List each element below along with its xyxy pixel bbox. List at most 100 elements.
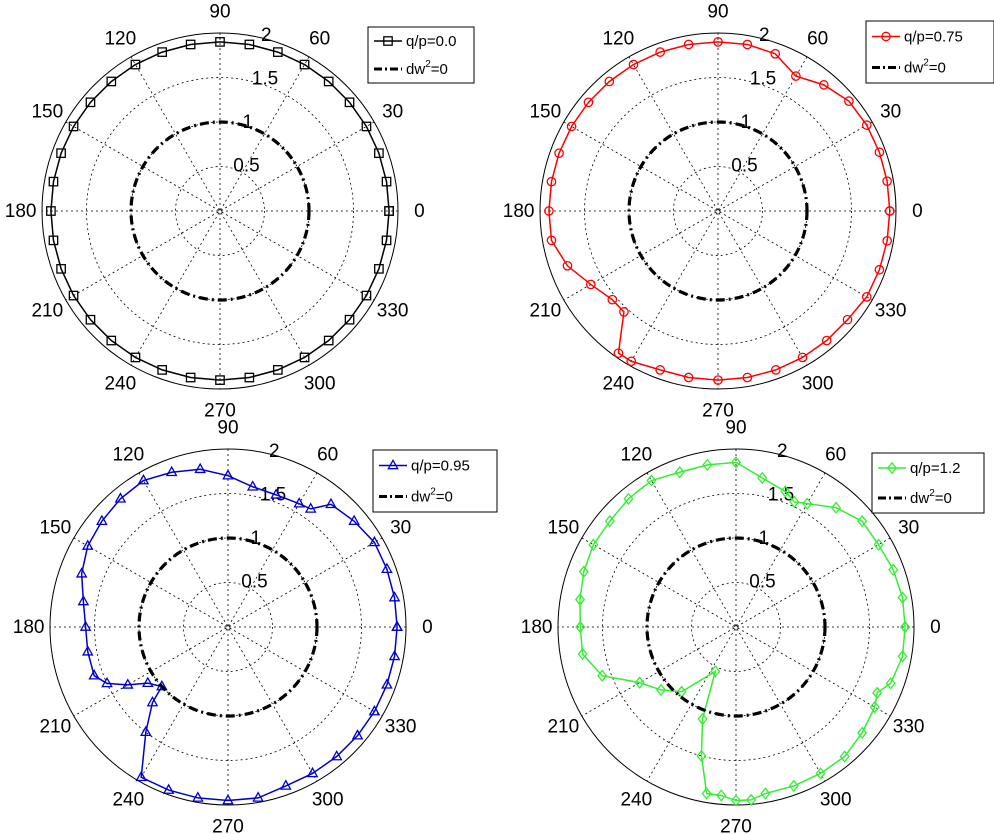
angular-grid-line bbox=[563, 121, 873, 301]
legend-label: q/p=0.75 bbox=[904, 29, 963, 46]
data-point bbox=[75, 567, 88, 578]
legend-marker bbox=[387, 458, 399, 470]
data-point bbox=[574, 593, 586, 606]
data-point bbox=[626, 356, 637, 367]
data-point bbox=[222, 469, 234, 480]
data-point bbox=[757, 471, 768, 485]
data-point bbox=[831, 501, 842, 514]
radial-tick-label: 1.5 bbox=[252, 68, 278, 89]
legend-label-sup: 2 bbox=[425, 59, 431, 70]
legend-label-suffix: =0 bbox=[431, 61, 448, 78]
polar-panel-3: 03060901201501802102402703003300.511.52q… bbox=[13, 418, 498, 834]
series-line bbox=[579, 461, 906, 802]
data-point bbox=[613, 348, 624, 359]
series-dw2-zero bbox=[645, 536, 827, 718]
data-point bbox=[746, 793, 757, 807]
angle-tick-label: 270 bbox=[702, 400, 734, 421]
data-point bbox=[374, 148, 384, 159]
data-point bbox=[655, 365, 666, 375]
angle-tick-label: 180 bbox=[5, 201, 37, 222]
data-point bbox=[604, 76, 615, 87]
data-point bbox=[716, 789, 727, 802]
series-data bbox=[75, 462, 403, 805]
data-point bbox=[185, 39, 196, 50]
data-point bbox=[730, 456, 742, 469]
data-point bbox=[674, 466, 685, 479]
angle-tick-label: 270 bbox=[212, 816, 244, 834]
legend-label-main: q/p=0.95 bbox=[411, 458, 470, 475]
data-point bbox=[566, 121, 577, 132]
data-point bbox=[388, 591, 401, 602]
data-point bbox=[68, 290, 79, 301]
data-point bbox=[554, 148, 564, 159]
data-point bbox=[897, 650, 908, 663]
data-point bbox=[797, 352, 808, 363]
angle-tick-label: 270 bbox=[204, 400, 236, 421]
legend-label-main: dw bbox=[904, 60, 923, 77]
data-point bbox=[299, 59, 310, 70]
angle-tick-label: 150 bbox=[547, 517, 579, 538]
data-point bbox=[56, 148, 66, 159]
data-point bbox=[789, 495, 800, 509]
series-dw2-zero bbox=[129, 120, 311, 302]
data-point bbox=[623, 492, 634, 506]
data-point bbox=[818, 80, 829, 90]
angle-tick-label: 0 bbox=[414, 201, 425, 222]
legend-label-sup: 2 bbox=[929, 488, 935, 499]
data-point bbox=[874, 264, 885, 275]
legend-label: q/p=1.2 bbox=[910, 460, 960, 477]
data-point bbox=[137, 474, 150, 485]
data-point bbox=[788, 779, 799, 793]
legend-label: dw2=0 bbox=[910, 488, 952, 507]
dw2-zero-circle bbox=[137, 536, 319, 718]
data-point bbox=[702, 458, 713, 472]
angle-tick-label: 30 bbox=[390, 517, 411, 538]
angle-tick-label: 210 bbox=[547, 717, 579, 738]
angle-tick-label: 30 bbox=[382, 101, 403, 122]
radial-grid-circle bbox=[94, 493, 362, 761]
angle-tick-label: 150 bbox=[39, 517, 71, 538]
data-point bbox=[106, 335, 117, 346]
angle-tick-label: 330 bbox=[875, 301, 907, 322]
data-point bbox=[882, 176, 893, 187]
angle-tick-label: 60 bbox=[807, 28, 828, 49]
angle-tick-label: 210 bbox=[529, 301, 561, 322]
data-point bbox=[140, 725, 152, 737]
angle-tick-label: 300 bbox=[312, 790, 344, 811]
data-point bbox=[760, 787, 771, 800]
data-point bbox=[730, 794, 742, 807]
angle-tick-label: 0 bbox=[930, 617, 941, 638]
data-point bbox=[839, 750, 850, 763]
outer-boundary-circle bbox=[49, 448, 407, 806]
angle-tick-label: 120 bbox=[620, 444, 652, 465]
data-point bbox=[293, 497, 306, 508]
data-point bbox=[374, 263, 384, 274]
radial-grid-circle bbox=[691, 582, 781, 672]
angle-tick-label: 240 bbox=[620, 790, 652, 811]
data-point bbox=[130, 352, 141, 363]
data-point bbox=[106, 76, 117, 87]
data-point bbox=[562, 260, 573, 271]
legend-label: q/p=0.95 bbox=[411, 458, 470, 475]
data-point bbox=[215, 375, 225, 385]
data-point bbox=[900, 620, 911, 634]
data-point bbox=[68, 121, 79, 132]
data-point bbox=[165, 465, 178, 477]
data-point bbox=[299, 352, 310, 363]
legend: q/p=0.95 dw2=0 bbox=[372, 449, 498, 513]
angular-grid-line bbox=[65, 121, 375, 301]
legend-marker bbox=[383, 36, 393, 46]
data-point bbox=[272, 365, 283, 375]
data-point bbox=[585, 279, 596, 290]
angle-tick-label: 180 bbox=[13, 617, 45, 638]
radial-tick-label: 1 bbox=[759, 528, 770, 549]
polar-panel-4: 03060901201501802102402703003300.511.52q… bbox=[521, 418, 985, 834]
dw2-zero-circle bbox=[129, 120, 311, 302]
angle-tick-label: 120 bbox=[602, 28, 634, 49]
legend-marker bbox=[881, 31, 891, 42]
data-point bbox=[323, 76, 334, 87]
angular-grid-line bbox=[138, 472, 318, 782]
legend-label-sup: 2 bbox=[430, 487, 436, 498]
radial-tick-label: 0.5 bbox=[241, 571, 267, 592]
